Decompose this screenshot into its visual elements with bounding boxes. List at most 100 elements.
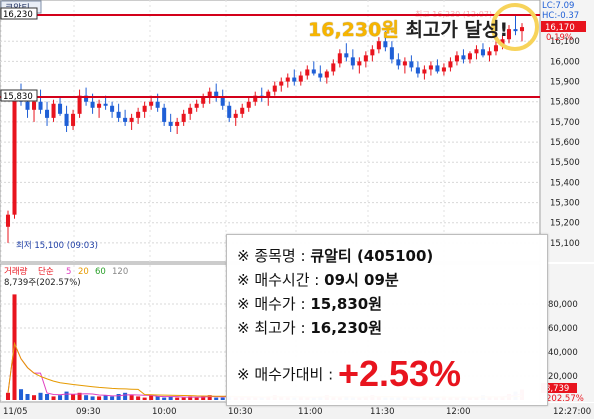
volume-bar xyxy=(207,395,212,400)
volume-tick-label: 40,000 xyxy=(548,348,578,358)
ma120-label: 120 xyxy=(112,267,128,277)
candle-body xyxy=(480,49,485,56)
volume-bar xyxy=(58,395,63,400)
volume-bar xyxy=(103,395,108,400)
time-axis-label: 12:00 xyxy=(446,407,471,417)
time-axis-label: 10:30 xyxy=(228,407,253,417)
trade-info-card: ※ 종목명 : 큐알티 (405100) ※ 매수시간 : 09시 09분 ※ … xyxy=(226,234,548,406)
candle-body xyxy=(162,107,167,122)
candle-body xyxy=(246,101,251,108)
buy-time-row: ※ 매수시간 : 09시 09분 xyxy=(237,269,399,290)
candle-body xyxy=(103,103,108,106)
candle-body xyxy=(409,61,414,68)
high-price-key: ※ 최고가 : xyxy=(237,319,311,337)
buy-price-row: ※ 매수가 : 15,830원 xyxy=(237,293,382,314)
volume-bar xyxy=(129,395,134,400)
candle-body xyxy=(500,39,505,46)
candle-body xyxy=(331,63,336,72)
candle-body xyxy=(370,49,375,56)
candle-body xyxy=(454,55,459,62)
candle-body xyxy=(142,105,147,112)
volume-bar xyxy=(194,397,199,400)
stock-name-value: 큐알티 (405100) xyxy=(310,247,434,265)
buy-line-label: 15,830 xyxy=(3,92,33,102)
candle-body xyxy=(45,109,50,118)
buy-line-label-box xyxy=(0,89,38,102)
candle-body xyxy=(311,69,316,74)
volume-bar xyxy=(201,396,206,400)
volume-bar xyxy=(181,397,186,400)
volume-bar xyxy=(45,394,50,400)
buy-time-value: 09시 09분 xyxy=(324,271,399,289)
time-axis-label: 11:30 xyxy=(370,407,395,417)
candle-body xyxy=(337,53,342,64)
candle-body xyxy=(38,101,43,110)
candle-body xyxy=(51,103,56,118)
price-tick-label: 15,700 xyxy=(550,118,580,128)
candle-body xyxy=(519,27,525,32)
highlight-circle xyxy=(491,3,539,51)
stock-name-row: ※ 종목명 : 큐알티 (405100) xyxy=(237,245,433,266)
volume-bar xyxy=(110,396,115,400)
volume-bar xyxy=(97,396,102,400)
price-axis-bg xyxy=(541,0,594,262)
candle-body xyxy=(285,77,290,82)
price-tick-label: 15,100 xyxy=(550,239,580,249)
volume-tick-label: 80,000 xyxy=(548,300,578,310)
banner-value: 16,230원 xyxy=(308,19,399,41)
volume-bar xyxy=(32,395,37,400)
volume-bar xyxy=(155,396,160,400)
candle-body xyxy=(58,103,63,114)
high-price-value: 16,230원 xyxy=(310,319,383,337)
lc-label: LC:7.09 xyxy=(542,1,574,11)
candle-body xyxy=(12,97,17,215)
candle-body xyxy=(513,29,518,32)
candle-body xyxy=(181,113,186,122)
candles xyxy=(5,15,525,243)
price-tick-label: 15,900 xyxy=(550,78,580,88)
low-marker: 최저 15,100 (09:03) xyxy=(16,240,98,251)
hc-label: HC:-0.37 xyxy=(542,11,579,21)
candle-body xyxy=(396,59,401,66)
candle-body xyxy=(207,91,212,98)
candle-body xyxy=(233,113,238,118)
volume-bar xyxy=(168,396,173,400)
candle-body xyxy=(415,67,420,74)
time-axis-label: 11/05 xyxy=(3,407,28,417)
volume-bar xyxy=(71,394,76,400)
candle-body xyxy=(175,121,180,126)
volume-bar xyxy=(188,396,193,400)
candle-body xyxy=(422,69,427,74)
buy-price-key: ※ 매수가 : xyxy=(237,295,311,313)
volume-bar xyxy=(162,397,167,400)
volume-bar xyxy=(220,397,225,400)
candle-body xyxy=(506,29,512,40)
volume-tick-label: 60,000 xyxy=(548,324,578,334)
candle-body xyxy=(188,107,193,114)
ma5-label: 5 xyxy=(66,267,71,277)
price-tick-label: 16,100 xyxy=(550,37,580,47)
price-tick-label: 15,400 xyxy=(550,178,580,188)
volume-axis-ticks: 80,000 60,000 40,000 20,000 xyxy=(548,300,578,382)
volume-bar xyxy=(64,391,69,400)
candle-body xyxy=(168,121,173,126)
volume-bar xyxy=(136,396,141,400)
price-tick-label: 15,200 xyxy=(550,219,580,229)
candle-body xyxy=(376,41,381,50)
candle-body xyxy=(149,101,154,106)
candle-body xyxy=(227,105,232,118)
current-time: 12:27:00 xyxy=(553,407,591,417)
volume-legend-title: 거래량 xyxy=(4,266,28,277)
candle-body xyxy=(272,85,277,92)
candle-body xyxy=(493,45,498,52)
high-line-label-box xyxy=(0,7,38,20)
volume-info: 8,739주(202.57%) xyxy=(4,278,81,288)
candle-body xyxy=(136,111,141,118)
gain-value: +2.53% xyxy=(337,353,462,394)
volume-bar xyxy=(149,395,154,400)
current-volume-pct: 202.57% xyxy=(546,394,584,404)
candle-body xyxy=(253,95,258,102)
candle-body xyxy=(5,214,11,227)
buy-time-key: ※ 매수시간 : xyxy=(237,271,325,289)
candle-body xyxy=(201,97,206,104)
